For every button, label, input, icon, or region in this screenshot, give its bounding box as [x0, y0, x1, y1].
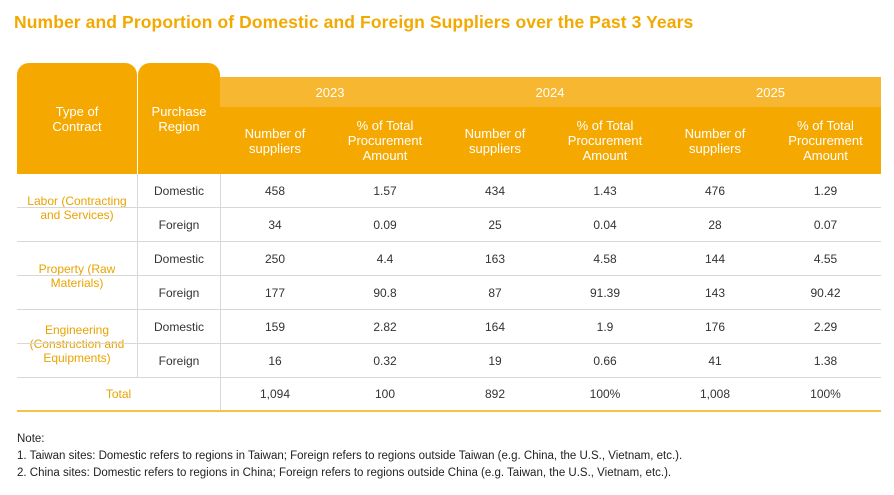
- value-cell: 87: [488, 285, 502, 300]
- value-cell: 144: [704, 251, 726, 266]
- total-value: 100: [374, 387, 396, 401]
- value-cell: 1.29: [813, 183, 838, 198]
- value-cell: 25: [488, 217, 502, 232]
- value-cell: 16: [268, 353, 282, 368]
- divider: [137, 310, 138, 343]
- divider: [220, 310, 221, 343]
- page-title: Number and Proportion of Domestic and Fo…: [14, 12, 694, 32]
- value-cell: 177: [264, 285, 286, 300]
- group-label: Property (Raw Materials): [17, 242, 137, 310]
- divider: [220, 208, 221, 241]
- value-cell: 19: [488, 353, 502, 368]
- table-row: Domestic 250 4.4 163 4.58 144 4.55: [17, 242, 881, 276]
- divider: [137, 242, 138, 275]
- value-cell: 4.58: [593, 251, 617, 266]
- value-cell: 1.43: [593, 183, 617, 198]
- total-row: Total 1,094 100 892 100% 1,008 100%: [17, 378, 881, 412]
- region-cell: Foreign: [158, 217, 200, 232]
- value-cell: 0.66: [593, 353, 617, 368]
- row-group: Engineering (Construction and Equipments…: [17, 310, 881, 378]
- total-value: 1,008: [699, 387, 731, 401]
- value-cell: 28: [708, 217, 722, 232]
- row-group: Property (Raw Materials) Domestic 250 4.4 16…: [17, 242, 881, 310]
- header-year-2025: 2025: [756, 84, 785, 100]
- value-cell: 1.9: [596, 319, 614, 334]
- row-group: Labor (Contracting and Services) Domestic…: [17, 174, 881, 242]
- value-cell: 476: [704, 183, 726, 198]
- total-label: Total: [105, 387, 132, 401]
- year-band: [220, 77, 881, 107]
- divider: [220, 242, 221, 275]
- group-label: Labor (Contracting and Services): [17, 174, 137, 242]
- value-cell: 0.09: [373, 217, 397, 232]
- total-value: 892: [484, 387, 506, 401]
- region-cell: Domestic: [153, 251, 204, 266]
- value-cell: 90.8: [373, 285, 397, 300]
- region-cell: Domestic: [153, 183, 204, 198]
- header-type-label: Type of Contract: [52, 103, 102, 134]
- total-value: 100%: [810, 387, 841, 401]
- value-cell: 34: [268, 217, 282, 232]
- value-cell: 0.32: [373, 353, 397, 368]
- value-cell: 143: [704, 285, 726, 300]
- value-cell: 163: [484, 251, 506, 266]
- notes-heading: Note:: [17, 433, 45, 445]
- value-cell: 159: [264, 319, 286, 334]
- value-cell: 250: [264, 251, 286, 266]
- notes: Note: 1. Taiwan sites: Domestic refers t…: [17, 431, 682, 482]
- value-cell: 458: [264, 183, 286, 198]
- header-num-suppliers-2024: Number of suppliers: [440, 107, 550, 174]
- table-row: Domestic 458 1.57 434 1.43 476 1.29: [17, 174, 881, 208]
- header-type-of-contract: Type of Contract: [17, 63, 137, 174]
- total-value: 1,094: [259, 387, 291, 401]
- header-pct-amount-2025: % of Total Procurement Amount: [770, 107, 881, 174]
- value-cell: 2.82: [373, 319, 397, 334]
- header-num-suppliers-2025: Number of suppliers: [660, 107, 770, 174]
- table-row: Foreign 34 0.09 25 0.04 28 0.07: [17, 208, 881, 242]
- header-pct-amount-2023: % of Total Procurement Amount: [330, 107, 440, 174]
- header-region-label: Purchase Region: [151, 103, 207, 134]
- value-cell: 41: [708, 353, 722, 368]
- value-cell: 4.55: [813, 251, 838, 266]
- divider: [220, 276, 221, 309]
- region-cell: Foreign: [158, 285, 200, 300]
- value-cell: 176: [704, 319, 726, 334]
- value-cell: 0.04: [593, 217, 617, 232]
- value-cell: 1.57: [373, 183, 397, 198]
- value-cell: 1.38: [813, 353, 838, 368]
- divider: [220, 378, 221, 410]
- divider: [137, 276, 138, 309]
- table-body: Labor (Contracting and Services) Domestic…: [17, 174, 881, 378]
- value-cell: 90.42: [810, 285, 841, 300]
- table-row: Foreign 177 90.8 87 91.39 143 90.42: [17, 276, 881, 310]
- value-cell: 164: [484, 319, 506, 334]
- total-value: 100%: [589, 387, 621, 401]
- table-header: Type of Contract Purchase Region 2023 20…: [17, 63, 881, 174]
- table-row: Domestic 159 2.82 164 1.9 176 2.29: [17, 310, 881, 344]
- divider: [137, 344, 138, 377]
- region-cell: Foreign: [158, 353, 200, 368]
- value-cell: 2.29: [813, 319, 838, 334]
- header-year-2023: 2023: [315, 84, 345, 100]
- value-cell: 91.39: [589, 285, 621, 300]
- table-row: Foreign 16 0.32 19 0.66 41 1.38: [17, 344, 881, 378]
- header-pct-amount-2024: % of Total Procurement Amount: [550, 107, 660, 174]
- value-cell: 0.07: [813, 217, 838, 232]
- value-cell: 4.4: [376, 251, 394, 266]
- divider: [220, 344, 221, 377]
- supplier-table: Type of Contract Purchase Region 2023 20…: [17, 63, 881, 412]
- header-purchase-region: Purchase Region: [138, 63, 220, 174]
- note-item: 2. China sites: Domestic refers to regio…: [17, 467, 672, 479]
- divider: [137, 208, 138, 241]
- group-label: Engineering (Construction and Equipments…: [17, 310, 137, 378]
- note-item: 1. Taiwan sites: Domestic refers to regi…: [17, 450, 683, 462]
- divider: [220, 174, 221, 207]
- header-num-suppliers-2023: Number of suppliers: [220, 107, 330, 174]
- header-year-2024: 2024: [535, 84, 565, 100]
- region-cell: Domestic: [153, 319, 204, 334]
- divider: [137, 174, 138, 207]
- value-cell: 434: [484, 183, 506, 198]
